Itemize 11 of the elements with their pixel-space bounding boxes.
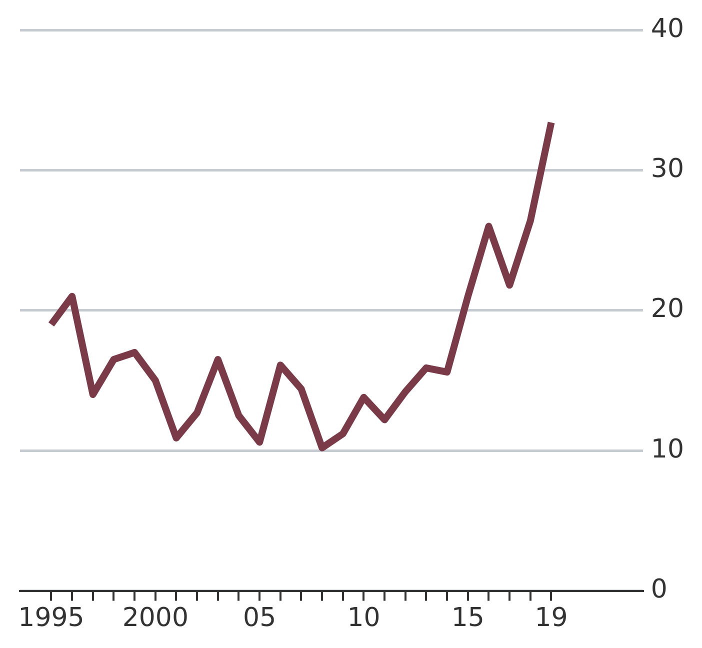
x-tick-label: 15 [451, 603, 484, 634]
y-tick-label: 40 [650, 14, 684, 44]
y-tick-label: 0 [650, 574, 668, 605]
x-tick-label: 1995 [18, 603, 84, 634]
y-tick-label: 20 [650, 294, 684, 324]
x-tick-label: 19 [534, 603, 568, 634]
x-tick-label: 2000 [122, 603, 188, 634]
y-tick-label: 30 [650, 154, 684, 184]
y-tick-label: 10 [650, 434, 684, 464]
x-tick-label: 05 [243, 603, 276, 634]
x-tick-label: 10 [347, 603, 380, 634]
